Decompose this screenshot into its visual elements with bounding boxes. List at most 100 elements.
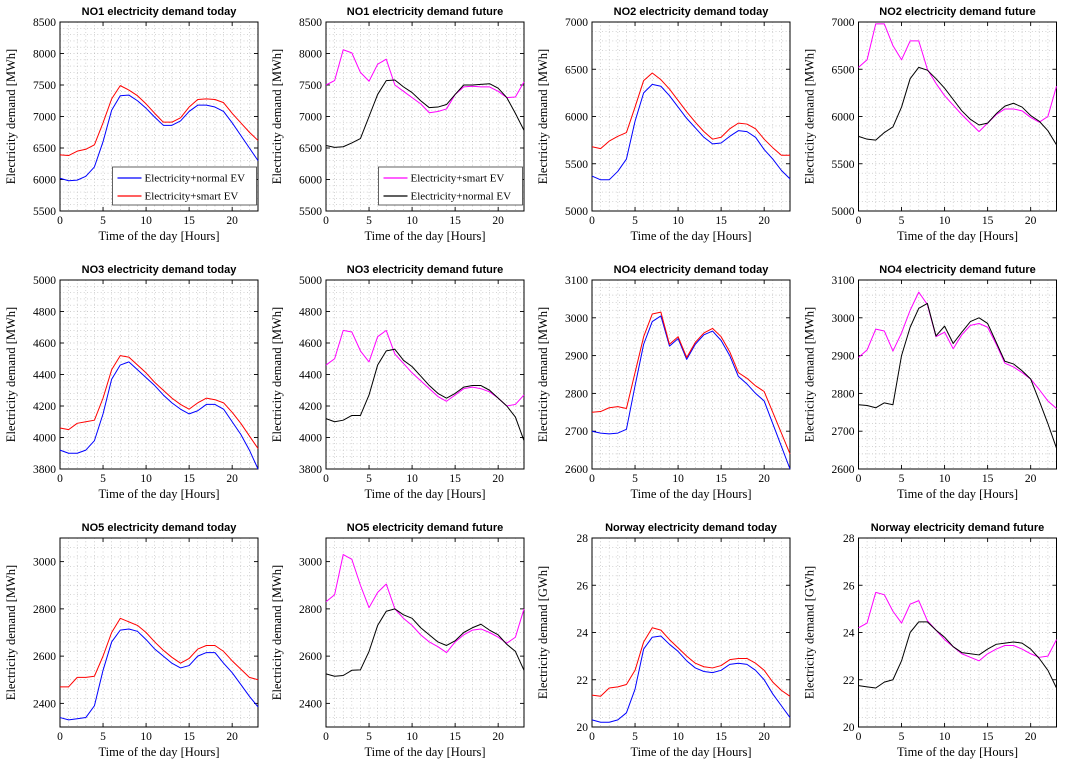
- x-tick-label: 5: [100, 731, 106, 743]
- chart-no5-today: 0 5 10 15 20 2400 2600 2800 3000 NO5 electricity …: [0, 516, 266, 774]
- x-axis-label: Time of the day [Hours]: [98, 487, 219, 501]
- chart-title: NO2 electricity demand future: [879, 6, 1036, 18]
- y-axis-label: Electricity demand [GWh]: [803, 566, 817, 699]
- x-tick-label: 0: [856, 473, 862, 485]
- x-tick-label: 15: [183, 731, 195, 743]
- y-tick-label: 6500: [299, 143, 322, 155]
- x-tick-label: 5: [100, 473, 106, 485]
- series-line-normal-ev: [858, 621, 1057, 689]
- x-tick-label: 20: [758, 473, 770, 485]
- y-tick-label: 2800: [299, 604, 322, 616]
- x-tick-label: 10: [672, 731, 684, 743]
- y-tick-label: 2600: [565, 464, 588, 476]
- x-tick-label: 0: [589, 473, 595, 485]
- chart-title: NO3 electricity demand today: [82, 264, 238, 276]
- axes-box: [325, 537, 525, 728]
- x-tick-label: 5: [366, 215, 372, 227]
- x-tick-label: 0: [323, 731, 329, 743]
- chart-title: NO5 electricity demand today: [82, 522, 238, 534]
- chart-no2-today: 0 5 10 15 20 5000 5500 6000 6500 7000 NO2 electric…: [532, 0, 798, 258]
- chart-no3-today: 0 5 10 15 20 3800 4000 4200 4400 4600 4800 5000 NO3 …: [0, 258, 266, 516]
- y-tick-label: 4600: [299, 338, 322, 350]
- y-tick-label: 5500: [565, 159, 588, 171]
- chart-norway-today: 0 5 10 15 20 20 22 24 26 28 Norway electricity dem…: [532, 516, 798, 774]
- chart-svg: 0 5 10 15 20 3800 4000 4200 4400 4600 4800 5000 NO3 …: [4, 264, 259, 501]
- series-line-normal-ev: [858, 302, 1057, 449]
- y-tick-label: 28: [843, 533, 855, 545]
- x-tick-label: 15: [449, 473, 461, 485]
- y-tick-label: 3800: [299, 464, 322, 476]
- series-line-smart-ev: [858, 23, 1057, 133]
- x-tick-label: 20: [226, 731, 238, 743]
- x-axis-label: Time of the day [Hours]: [630, 229, 751, 243]
- x-tick-label: 5: [366, 731, 372, 743]
- x-tick-label: 0: [323, 473, 329, 485]
- y-tick-label: 4600: [33, 338, 56, 350]
- x-axis-label: Time of the day [Hours]: [364, 487, 485, 501]
- y-tick-label: 5000: [299, 275, 322, 287]
- y-tick-label: 8000: [299, 49, 322, 61]
- y-tick-label: 8500: [299, 17, 322, 29]
- x-tick-label: 5: [632, 731, 638, 743]
- x-tick-label: 20: [758, 215, 770, 227]
- y-axis-label: Electricity demand [MWh]: [536, 49, 550, 184]
- y-tick-label: 4400: [33, 370, 56, 382]
- y-tick-label: 2900: [832, 351, 855, 363]
- x-tick-label: 15: [715, 215, 727, 227]
- y-axis-label: Electricity demand [MWh]: [4, 307, 18, 442]
- y-axis-label: Electricity demand [MWh]: [536, 307, 550, 442]
- series-line-smart-ev: [325, 554, 525, 654]
- y-tick-label: 2800: [832, 388, 855, 400]
- series-line-normal-ev: [325, 348, 525, 441]
- y-tick-label: 7500: [299, 80, 322, 92]
- y-tick-label: 2800: [565, 388, 588, 400]
- y-axis-label: Electricity demand [MWh]: [803, 49, 817, 184]
- chart-svg: 0 5 10 15 20 20 22 24 26 28 Norway electricity dem…: [803, 522, 1057, 759]
- y-tick-label: 3000: [33, 557, 56, 569]
- y-axis-label: Electricity demand [GWh]: [536, 566, 550, 699]
- chart-svg: 0 5 10 15 20 3800 4000 4200 4400 4600 4800 5000 NO3 …: [270, 264, 525, 501]
- x-tick-label: 10: [406, 731, 418, 743]
- y-tick-label: 7000: [565, 17, 588, 29]
- y-tick-label: 5500: [299, 206, 322, 218]
- series-line-smart-ev: [325, 49, 525, 114]
- chart-title: Norway electricity demand today: [605, 522, 778, 534]
- y-tick-label: 6500: [33, 143, 56, 155]
- series-line-normal-ev: [59, 361, 259, 470]
- chart-norway-future: 0 5 10 15 20 20 22 24 26 28 Norway electricity dem…: [798, 516, 1065, 774]
- chart-no2-future: 0 5 10 15 20 5000 5500 6000 6500 7000 NO2 electric…: [798, 0, 1065, 258]
- series-line-normal-ev: [858, 66, 1057, 146]
- chart-title: Norway electricity demand future: [871, 522, 1045, 534]
- chart-svg: 0 5 10 15 20 2600 2700 2800 2900 3000 3100 NO4 elec…: [803, 264, 1057, 501]
- y-tick-label: 6000: [33, 175, 56, 187]
- y-tick-label: 3100: [832, 275, 855, 287]
- x-tick-label: 10: [939, 731, 951, 743]
- chart-title: NO1 electricity demand today: [82, 6, 238, 18]
- y-tick-label: 8500: [33, 17, 56, 29]
- y-tick-label: 7500: [33, 80, 56, 92]
- y-tick-label: 4200: [299, 401, 322, 413]
- x-tick-label: 15: [183, 215, 195, 227]
- y-tick-label: 5500: [33, 206, 56, 218]
- y-tick-label: 2700: [565, 426, 588, 438]
- y-tick-label: 5000: [832, 206, 855, 218]
- series-line-normal-ev: [59, 94, 259, 182]
- x-tick-label: 5: [100, 215, 106, 227]
- x-tick-label: 0: [856, 215, 862, 227]
- x-tick-label: 20: [1025, 215, 1037, 227]
- x-tick-label: 0: [57, 473, 63, 485]
- x-tick-label: 20: [1025, 731, 1037, 743]
- series-line-smart-ev: [60, 617, 259, 688]
- chart-no4-today: 0 5 10 15 20 2600 2700 2800 2900 3000 3100 NO4 elec…: [532, 258, 798, 516]
- y-tick-label: 8000: [33, 49, 56, 61]
- chart-no1-today: 0 5 10 15 20 5500 6000 6500 7000 7500 8000 8500 NO1 …: [0, 0, 266, 258]
- y-tick-label: 5000: [565, 206, 588, 218]
- x-tick-label: 5: [632, 215, 638, 227]
- y-tick-label: 4400: [299, 370, 322, 382]
- y-tick-label: 20: [843, 722, 855, 734]
- series-line-normal-ev: [59, 628, 259, 721]
- y-tick-label: 5500: [832, 159, 855, 171]
- x-axis-label: Time of the day [Hours]: [897, 487, 1018, 501]
- x-tick-label: 15: [982, 473, 994, 485]
- chart-svg: 0 5 10 15 20 5000 5500 6000 6500 7000 NO2 electric…: [803, 6, 1057, 243]
